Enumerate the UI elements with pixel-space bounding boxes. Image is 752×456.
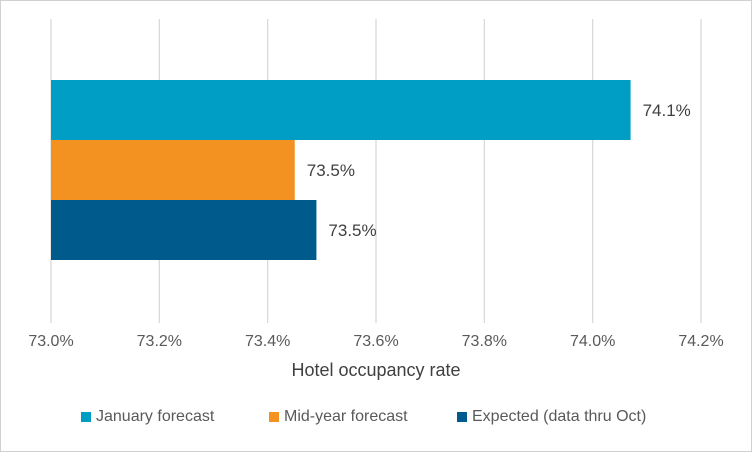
x-tick-label: 73.2% xyxy=(137,333,182,350)
bar xyxy=(51,140,295,200)
legend-label: Expected (data thru Oct) xyxy=(472,408,646,425)
data-labels: 74.1% 73.5% 73.5% xyxy=(307,101,691,240)
bar xyxy=(51,200,317,260)
x-tick-label: 73.6% xyxy=(353,333,398,350)
legend-swatch xyxy=(269,412,279,422)
data-label: 74.1% xyxy=(643,101,691,120)
x-tick-label: 73.0% xyxy=(28,333,73,350)
x-axis-title: Hotel occupancy rate xyxy=(291,360,460,380)
x-tick-label: 73.8% xyxy=(462,333,507,350)
x-axis-ticks: 73.0% 73.2% 73.4% 73.6% 73.8% 74.0% 74.2% xyxy=(28,333,723,350)
data-label: 73.5% xyxy=(307,161,355,180)
data-label: 73.5% xyxy=(328,221,376,240)
legend-swatch xyxy=(457,412,467,422)
legend: January forecast Mid-year forecast Expecte… xyxy=(81,408,646,425)
bar xyxy=(51,80,631,140)
x-tick-label: 74.0% xyxy=(570,333,615,350)
bars xyxy=(51,80,631,260)
legend-swatch xyxy=(81,412,91,422)
legend-label: January forecast xyxy=(96,408,215,425)
legend-label: Mid-year forecast xyxy=(284,408,408,425)
x-tick-label: 73.4% xyxy=(245,333,290,350)
x-tick-label: 74.2% xyxy=(678,333,723,350)
